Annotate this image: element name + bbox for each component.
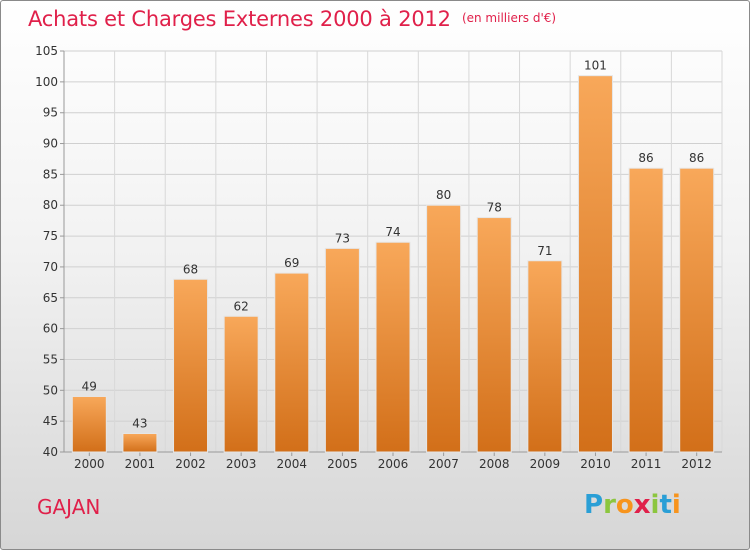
bar <box>577 75 613 453</box>
bar <box>426 204 462 453</box>
y-tick-label: 95 <box>43 106 58 120</box>
bar-value-label: 73 <box>335 231 350 245</box>
bar <box>223 315 259 453</box>
logo-letter: i <box>671 490 681 520</box>
chart-title: Achats et Charges Externes 2000 à 2012 (… <box>28 7 556 31</box>
y-tick-label: 55 <box>43 352 58 366</box>
bar-value-label: 49 <box>82 379 97 393</box>
bar-value-label: 86 <box>689 151 704 165</box>
bar-value-label: 78 <box>487 201 502 215</box>
x-tick-label: 2011 <box>631 457 662 471</box>
bar <box>679 167 715 453</box>
bar-value-label: 62 <box>234 299 249 313</box>
bar-value-label: 69 <box>284 256 299 270</box>
bars <box>71 75 715 453</box>
bar-value-label: 68 <box>183 262 198 276</box>
bar-value-label: 86 <box>638 151 653 165</box>
bar-value-label: 74 <box>385 225 400 239</box>
y-tick-label: 90 <box>43 137 58 151</box>
x-tick-label: 2006 <box>378 457 409 471</box>
x-tick-label: 2001 <box>125 457 156 471</box>
bar <box>476 217 512 453</box>
logo-letter: P <box>584 490 604 520</box>
logo-letter: o <box>615 490 634 520</box>
bar-value-label: 80 <box>436 188 451 202</box>
bar-value-label: 43 <box>132 416 147 430</box>
x-tick-label: 2005 <box>327 457 358 471</box>
y-tick-label: 80 <box>43 198 58 212</box>
logo-letter: r <box>603 490 616 520</box>
bar <box>375 241 411 453</box>
bar <box>122 432 158 453</box>
bar <box>324 247 360 453</box>
x-tick-label: 2008 <box>479 457 510 471</box>
y-tick-label: 50 <box>43 383 58 397</box>
x-tick-label: 2009 <box>530 457 561 471</box>
x-tick-label: 2003 <box>226 457 257 471</box>
labels: 40 45 50 55 60 65 70 75 80 85 90 95 100 105 49 2000 43 20… <box>35 44 712 471</box>
commune-name: GAJAN <box>37 495 101 519</box>
y-tick-label: 100 <box>35 75 58 89</box>
logo-letter: t <box>659 490 672 520</box>
logo-letter: i <box>650 490 660 520</box>
proxiti-logo: Proxiti <box>584 490 681 520</box>
x-tick-label: 2012 <box>681 457 712 471</box>
x-tick-label: 2010 <box>580 457 611 471</box>
y-tick-label: 40 <box>43 445 58 459</box>
y-tick-label: 70 <box>43 260 58 274</box>
logo-letter: x <box>633 490 651 520</box>
y-tick-label: 60 <box>43 322 58 336</box>
x-tick-label: 2002 <box>175 457 206 471</box>
y-tick-label: 65 <box>43 291 58 305</box>
y-tick-label: 105 <box>35 44 58 58</box>
chart-unit: (en milliers d'€) <box>461 11 557 25</box>
bar-value-label: 101 <box>584 59 607 73</box>
y-tick-label: 85 <box>43 167 58 181</box>
bar <box>173 278 209 453</box>
bar <box>628 167 664 453</box>
bar <box>527 260 563 453</box>
x-tick-label: 2000 <box>74 457 105 471</box>
chart-title-text: Achats et Charges Externes 2000 à 2012 <box>28 7 451 31</box>
bar <box>71 395 107 453</box>
x-tick-label: 2007 <box>428 457 459 471</box>
y-tick-label: 45 <box>43 414 58 428</box>
bar <box>274 272 310 453</box>
bar-value-label: 71 <box>537 244 552 258</box>
x-tick-label: 2004 <box>276 457 307 471</box>
y-tick-label: 75 <box>43 229 58 243</box>
